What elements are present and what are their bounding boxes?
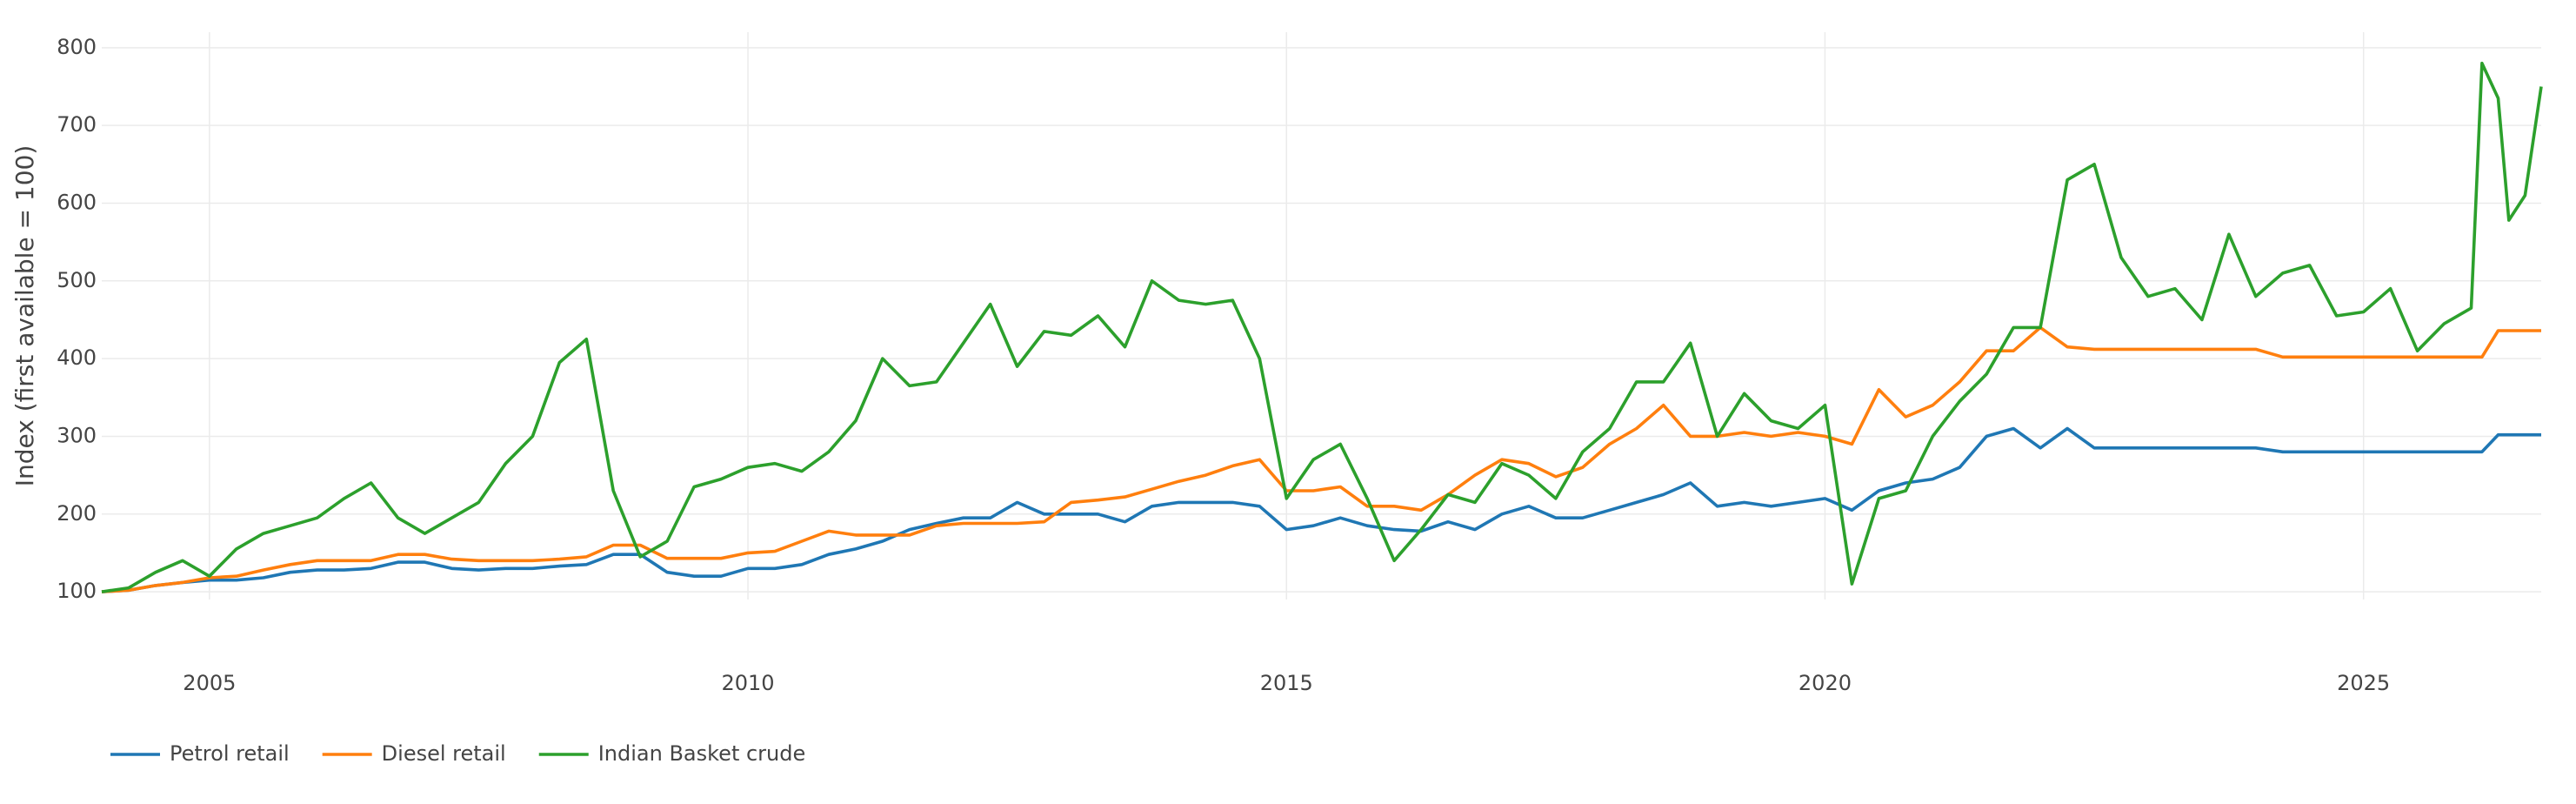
- y-tick-label: 200: [57, 501, 97, 526]
- x-tick-label: 2025: [2337, 671, 2390, 695]
- y-tick-label: 100: [57, 579, 97, 603]
- legend-label: Diesel retail: [382, 741, 506, 766]
- series-line: [101, 325, 2541, 593]
- x-tick-label: 2005: [183, 671, 236, 695]
- x-tick-label: 2020: [1799, 671, 1852, 695]
- y-tick-label: 300: [57, 423, 97, 447]
- y-tick-label: 800: [57, 35, 97, 59]
- y-tick-label: 400: [57, 345, 97, 370]
- x-tick-label: 2015: [1260, 671, 1313, 695]
- series-line: [101, 426, 2541, 593]
- y-tick-label: 700: [57, 112, 97, 137]
- legend-label: Indian Basket crude: [598, 741, 806, 766]
- y-axis-title: Index (first available = 100): [10, 145, 39, 487]
- y-tick-label: 600: [57, 190, 97, 214]
- legend-label: Petrol retail: [170, 741, 290, 766]
- x-tick-label: 2010: [722, 671, 775, 695]
- y-tick-label: 500: [57, 268, 97, 292]
- series-line: [101, 61, 2543, 593]
